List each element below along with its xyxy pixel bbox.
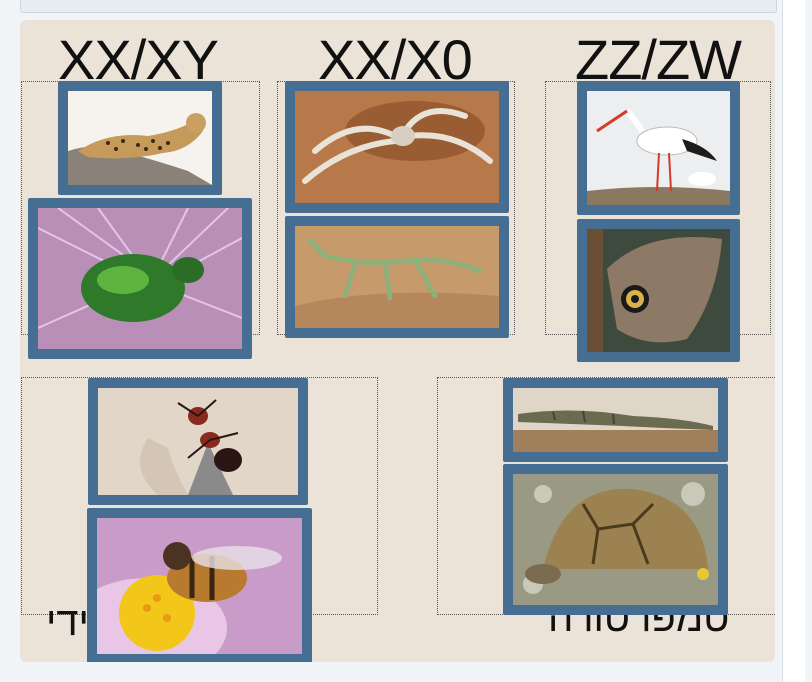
card-green-beetle[interactable] xyxy=(28,198,252,359)
card-spider[interactable] xyxy=(285,81,509,213)
stork-image xyxy=(587,91,730,205)
heading-zz-zw: ZZ/ZW xyxy=(575,28,742,91)
heading-xx-xy: XX/XY xyxy=(58,28,219,91)
spider-image xyxy=(295,91,499,203)
bee-image xyxy=(97,518,302,654)
card-owl-butterfly[interactable] xyxy=(577,219,740,362)
leopard-image xyxy=(68,91,212,185)
sorting-board: XX/XY XX/X0 ZZ/ZW הפלואידי טמפרטורה xyxy=(20,20,775,662)
mantis-image xyxy=(295,226,499,328)
top-toolbar xyxy=(20,0,777,13)
beetle-image xyxy=(38,208,242,349)
tortoise-image xyxy=(513,474,718,605)
card-crocodile[interactable] xyxy=(503,378,728,462)
card-honeybee[interactable] xyxy=(87,508,312,662)
heading-xx-x0: XX/X0 xyxy=(318,28,473,91)
butterfly-image xyxy=(587,229,730,352)
card-stork[interactable] xyxy=(577,81,740,215)
card-leopard[interactable] xyxy=(58,81,222,195)
card-ant[interactable] xyxy=(88,378,308,505)
crocodile-image xyxy=(513,388,718,452)
card-tortoise[interactable] xyxy=(503,464,728,615)
vertical-scrollbar[interactable] xyxy=(782,0,805,682)
ant-image xyxy=(98,388,298,495)
card-mantis[interactable] xyxy=(285,216,509,338)
